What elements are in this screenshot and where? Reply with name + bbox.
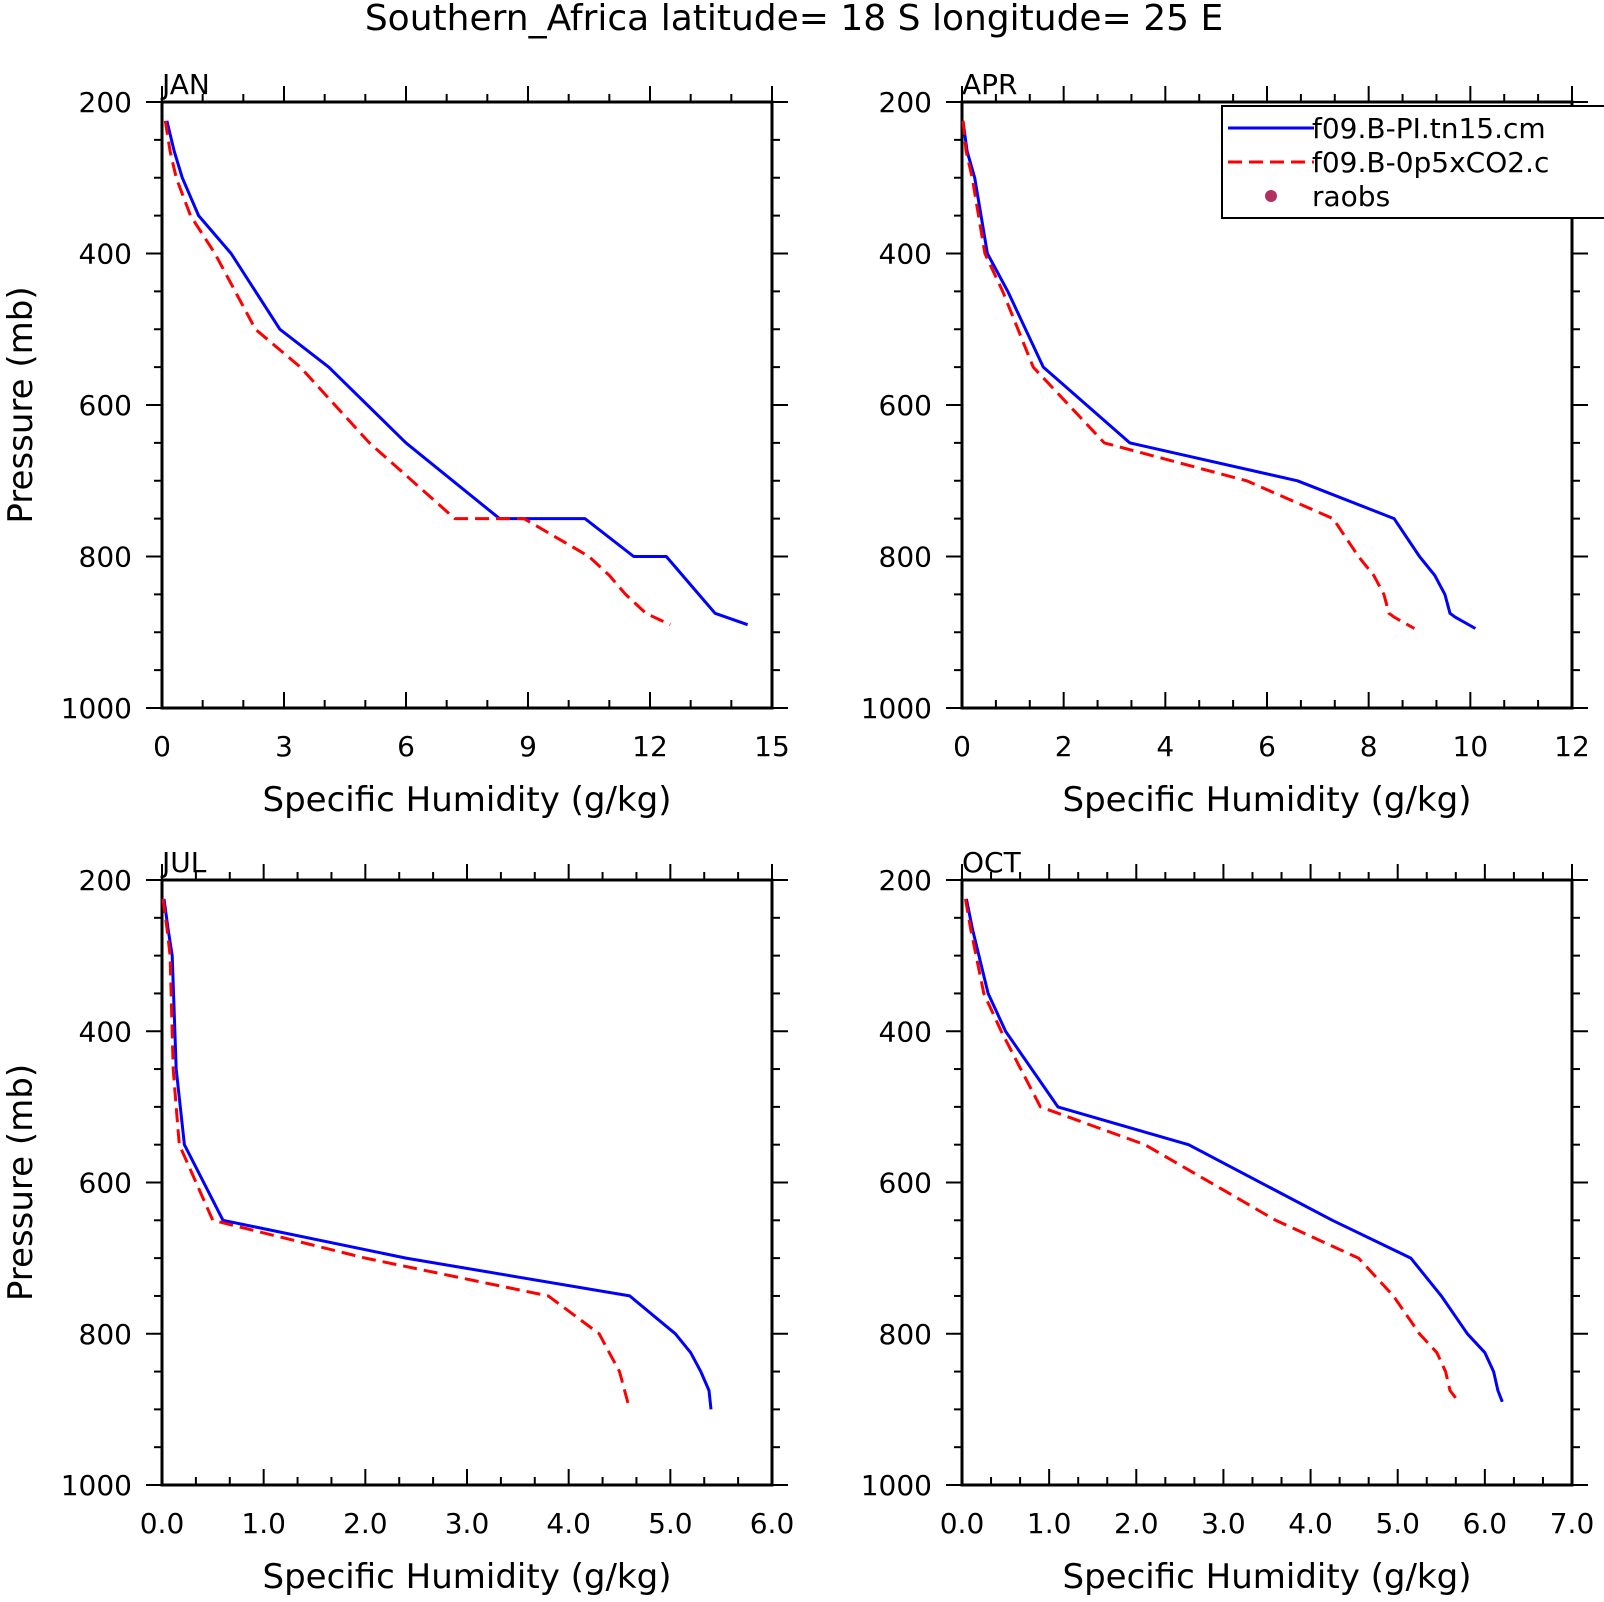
series-line-pi <box>162 898 713 1410</box>
x-tick-label: 1.0 <box>1027 1507 1072 1540</box>
x-tick-label: 10 <box>1453 730 1489 763</box>
x-tick-label: 5.0 <box>1375 1507 1420 1540</box>
x-tick-label: 3.0 <box>445 1507 490 1540</box>
x-tick-label: 6.0 <box>1463 1507 1508 1540</box>
plot-frame <box>960 878 1574 1487</box>
y-axis-label: Pressure (mb) <box>1 1064 41 1301</box>
y-tick-label: 600 <box>79 1167 132 1200</box>
x-tick-label: 6.0 <box>750 1507 795 1540</box>
plot-frame <box>160 100 774 710</box>
legend-box <box>1221 105 1604 219</box>
panel-apr: APR 0 2 4 6 8 10 12 200 400 600 800 1000 Specific Hum… <box>861 68 1590 820</box>
x-tick-label: 7.0 <box>1550 1507 1595 1540</box>
y-tick-label: 400 <box>79 1015 132 1048</box>
series-line-pi <box>964 898 1504 1403</box>
y-tick-label: 200 <box>79 86 132 119</box>
panel-jul: JUL 0.0 1.0 2.0 3.0 4.0 5.0 6.0 200 400 600 800 1000… <box>1 846 794 1597</box>
y-tick-label: 200 <box>79 864 132 897</box>
x-tick-label: 12 <box>1554 730 1590 763</box>
panel-label: JAN <box>160 68 210 101</box>
y-tick-label: 800 <box>79 1318 132 1351</box>
x-tick-label: 12 <box>632 730 668 763</box>
y-axis-label: Pressure (mb) <box>1 286 41 523</box>
series-line-0p5xco2 <box>163 120 671 627</box>
x-tick-label: 0 <box>153 730 171 763</box>
x-tick-label: 4.0 <box>546 1507 591 1540</box>
x-tick-label: 6 <box>1258 730 1276 763</box>
series-line-pi <box>961 120 1477 630</box>
legend-label: f09.B-PI.tn15.cm <box>1312 112 1546 145</box>
y-tick-label: 200 <box>879 86 932 119</box>
series-line-0p5xco2 <box>161 898 632 1410</box>
x-tick-label: 0.0 <box>940 1507 985 1540</box>
y-tick-label: 400 <box>879 238 932 271</box>
x-tick-label: 4.0 <box>1288 1507 1333 1540</box>
x-tick-label: 3.0 <box>1201 1507 1246 1540</box>
y-tick-label: 800 <box>79 541 132 574</box>
legend-marker-raobs <box>1265 190 1277 202</box>
panels: JAN 0 3 6 9 12 15 200 400 600 800 1000 Specific Humi… <box>1 68 1594 1597</box>
x-axis-label: Specific Humidity (g/kg) <box>263 1557 672 1597</box>
x-tick-label: 5.0 <box>648 1507 693 1540</box>
y-tick-label: 600 <box>79 389 132 422</box>
y-tick-label: 600 <box>879 1167 932 1200</box>
series-line-0p5xco2 <box>964 898 1460 1403</box>
x-tick-label: 0 <box>953 730 971 763</box>
y-tick-label: 1000 <box>861 692 932 725</box>
x-axis-label: Specific Humidity (g/kg) <box>1063 1557 1472 1597</box>
legend-label: raobs <box>1312 180 1390 213</box>
x-tick-label: 15 <box>754 730 790 763</box>
y-tick-label: 400 <box>879 1015 932 1048</box>
y-tick-label: 1000 <box>61 692 132 725</box>
x-tick-label: 3 <box>275 730 293 763</box>
chart-title: Southern_Africa latitude= 18 S longitude… <box>365 0 1223 39</box>
y-tick-label: 1000 <box>861 1469 932 1502</box>
x-tick-label: 2.0 <box>343 1507 388 1540</box>
series-line-0p5xco2 <box>961 120 1416 630</box>
y-tick-label: 400 <box>79 238 132 271</box>
x-tick-label: 2.0 <box>1114 1507 1159 1540</box>
x-tick-label: 6 <box>397 730 415 763</box>
x-axis-label: Specific Humidity (g/kg) <box>1063 780 1472 820</box>
legend-label: f09.B-0p5xCO2.c <box>1312 146 1549 179</box>
x-tick-label: 0.0 <box>140 1507 185 1540</box>
x-tick-label: 4 <box>1156 730 1174 763</box>
panel-label: JUL <box>160 846 207 879</box>
panel-jan: JAN 0 3 6 9 12 15 200 400 600 800 1000 Specific Humi… <box>1 68 790 820</box>
panel-label: APR <box>962 68 1018 101</box>
y-tick-label: 600 <box>879 389 932 422</box>
x-tick-label: 9 <box>519 730 537 763</box>
y-tick-label: 1000 <box>61 1469 132 1502</box>
x-axis-label: Specific Humidity (g/kg) <box>263 780 672 820</box>
y-tick-label: 200 <box>879 864 932 897</box>
x-tick-label: 2 <box>1055 730 1073 763</box>
series-line-pi <box>165 120 749 627</box>
x-tick-label: 8 <box>1360 730 1378 763</box>
y-tick-label: 800 <box>879 1318 932 1351</box>
plot-frame <box>160 878 774 1487</box>
x-tick-label: 1.0 <box>241 1507 286 1540</box>
y-tick-label: 800 <box>879 541 932 574</box>
